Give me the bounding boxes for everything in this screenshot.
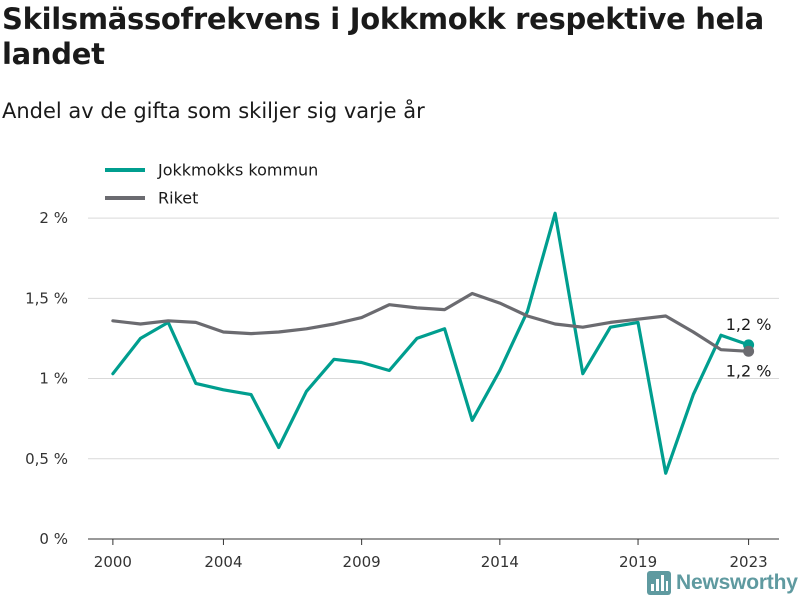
endpoint-marker-riket xyxy=(743,345,755,357)
x-axis: 2000 2004 2009 2014 2019 2023 xyxy=(94,539,768,571)
end-labels: 1,2 % 1,2 % xyxy=(726,315,772,380)
end-label-riket: 1,2 % xyxy=(726,361,772,380)
x-tick-label: 2000 xyxy=(94,553,132,571)
bar-chart-icon xyxy=(647,571,671,595)
x-tick-label: 2004 xyxy=(204,553,242,571)
y-tick-label: 1,5 % xyxy=(25,289,68,307)
x-tick-label: 2014 xyxy=(481,553,519,571)
legend-label-riket: Riket xyxy=(158,189,198,208)
series-line-riket xyxy=(111,291,751,353)
newsworthy-logo: Newsworthy xyxy=(646,568,798,598)
series-line-jokkmokk xyxy=(111,211,751,475)
x-tick-label: 2009 xyxy=(343,553,381,571)
gridlines xyxy=(88,217,779,540)
y-axis: 0 % 0,5 % 1 % 1,5 % 2 % xyxy=(25,209,68,548)
legend: Jokkmokks kommun Riket xyxy=(98,154,346,208)
chart-title: Skilsmässofrekvens i Jokkmokk respektive… xyxy=(2,2,764,71)
brand-name: Newsworthy xyxy=(676,571,798,594)
chart-subtitle: Andel av de gifta som skiljer sig varje … xyxy=(2,99,425,123)
y-tick-label: 0,5 % xyxy=(25,450,68,468)
legend-label-jokkmokk: Jokkmokks kommun xyxy=(157,161,318,180)
x-tick-label: 2023 xyxy=(730,553,768,571)
series-lines xyxy=(111,211,755,475)
y-tick-label: 2 % xyxy=(39,209,68,227)
x-tick-label: 2019 xyxy=(619,553,657,571)
y-tick-label: 0 % xyxy=(39,530,68,548)
y-tick-label: 1 % xyxy=(39,370,68,388)
end-label-jokkmokk: 1,2 % xyxy=(726,315,772,334)
